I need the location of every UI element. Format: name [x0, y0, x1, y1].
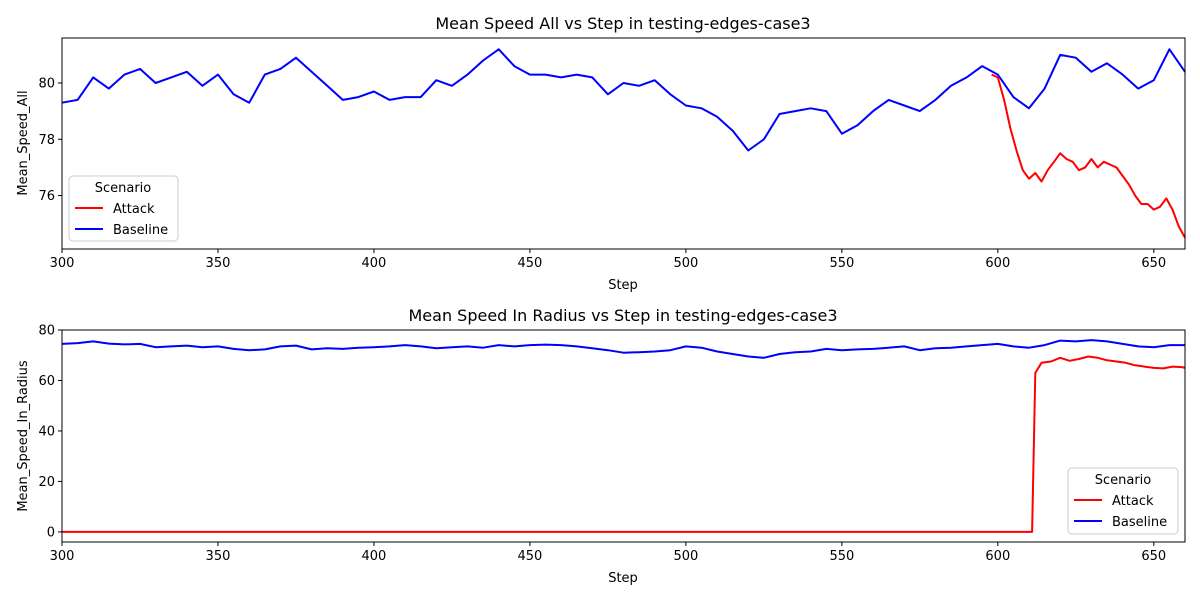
x-tick-label: 400: [362, 549, 387, 564]
legend-label-baseline: Baseline: [1112, 515, 1167, 530]
legend-title: Scenario: [95, 181, 152, 196]
legend: Scenario Attack Baseline: [68, 175, 179, 242]
legend-box: [1067, 467, 1179, 535]
x-tick-label: 300: [50, 256, 75, 271]
x-tick-label: 450: [518, 549, 543, 564]
legend-box: [68, 175, 179, 242]
y-tick-label: 20: [38, 475, 55, 490]
x-tick-label: 300: [50, 549, 75, 564]
y-tick-label: 76: [38, 189, 55, 204]
y-tick-label: 40: [38, 424, 55, 439]
series-line-baseline: [61, 48, 1186, 152]
x-tick-label: 400: [362, 256, 387, 271]
legend-label-baseline: Baseline: [113, 223, 168, 238]
x-tick-label: 500: [673, 256, 698, 271]
y-axis-label: Mean_Speed_All: [16, 90, 31, 195]
chart-title: Mean Speed In Radius vs Step in testing-…: [409, 306, 838, 325]
x-tick-label: 450: [518, 256, 543, 271]
chart-mean-speed-in-radius: Mean Speed In Radius vs Step in testing-…: [16, 306, 1186, 586]
chart-mean-speed-all: Mean Speed All vs Step in testing-edges-…: [16, 14, 1186, 293]
axis-ticks: 300 350 400 450 500 550 600 650 0 20 40 60 80: [38, 324, 1166, 565]
legend: Scenario Attack Baseline: [1067, 467, 1179, 535]
plot-area: [61, 48, 1186, 239]
plot-area: [61, 339, 1186, 533]
axis-ticks: 300 350 400 450 500 550 600 650 76 78 80: [38, 77, 1166, 271]
y-tick-label: 60: [38, 374, 55, 389]
x-tick-label: 350: [206, 256, 231, 271]
series-line-baseline: [61, 339, 1185, 359]
x-tick-label: 600: [985, 549, 1010, 564]
x-tick-label: 500: [673, 549, 698, 564]
x-tick-label: 650: [1141, 549, 1166, 564]
legend-title: Scenario: [1095, 473, 1152, 488]
x-tick-label: 350: [206, 549, 231, 564]
chart-title: Mean Speed All vs Step in testing-edges-…: [435, 14, 810, 33]
x-tick-label: 550: [829, 549, 854, 564]
y-tick-label: 80: [38, 324, 55, 339]
x-tick-label: 650: [1141, 256, 1166, 271]
x-axis-label: Step: [608, 571, 638, 586]
x-tick-label: 550: [829, 256, 854, 271]
series-line-attack: [62, 355, 1186, 533]
x-axis-label: Step: [608, 278, 638, 293]
y-tick-label: 0: [47, 525, 55, 540]
axes-frame: [61, 37, 1186, 250]
series-line-attack: [991, 73, 1186, 239]
legend-label-attack: Attack: [1112, 494, 1154, 509]
y-axis-label: Mean_Speed_In_Radius: [16, 360, 31, 512]
axes-frame: [61, 329, 1186, 543]
legend-label-attack: Attack: [113, 202, 155, 217]
x-tick-label: 600: [985, 256, 1010, 271]
y-tick-label: 80: [38, 77, 55, 92]
y-tick-label: 78: [38, 133, 55, 148]
